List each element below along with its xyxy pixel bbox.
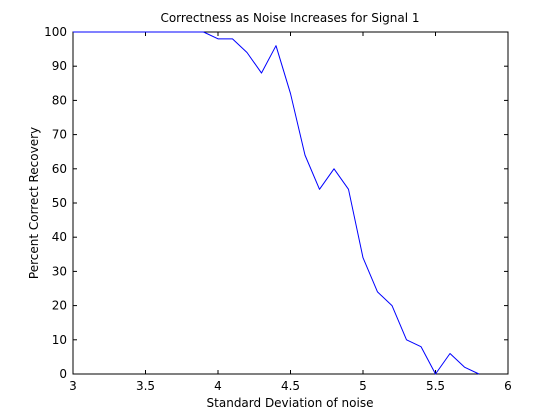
y-tick-label: 20: [52, 299, 67, 313]
y-tick-label: 10: [52, 333, 67, 347]
y-tick-label: 100: [44, 25, 67, 39]
series-line-1: [73, 31, 480, 375]
y-axis-ticks: 0 10 20 30 40 50 60 70 80 90 100: [44, 25, 508, 381]
x-axis-label: Standard Deviation of noise: [207, 396, 374, 410]
y-tick-label: 40: [52, 230, 67, 244]
series-layer: [73, 31, 480, 375]
y-tick-label: 0: [59, 367, 67, 381]
x-tick-label: 4: [214, 379, 222, 393]
x-tick-label: 5: [359, 379, 367, 393]
x-tick-label: 6: [504, 379, 512, 393]
y-tick-label: 80: [52, 93, 67, 107]
x-tick-label: 5.5: [426, 379, 445, 393]
y-tick-label: 50: [52, 196, 67, 210]
x-tick-label: 3.5: [136, 379, 155, 393]
y-tick-label: 70: [52, 128, 67, 142]
plot-area: 3 3.5 4 4.5 5 5.5 6 0 10 20 30 40 50 60 70 80 90 100: [44, 25, 512, 393]
y-axis-label: Percent Correct Recovery: [27, 127, 41, 279]
x-tick-label: 3: [69, 379, 77, 393]
x-tick-label: 4.5: [281, 379, 300, 393]
y-tick-label: 60: [52, 162, 67, 176]
x-axis-ticks: 3 3.5 4 4.5 5 5.5 6: [69, 32, 512, 393]
y-tick-label: 30: [52, 264, 67, 278]
chart-title: Correctness as Noise Increases for Signa…: [160, 11, 419, 25]
y-tick-label: 90: [52, 59, 67, 73]
